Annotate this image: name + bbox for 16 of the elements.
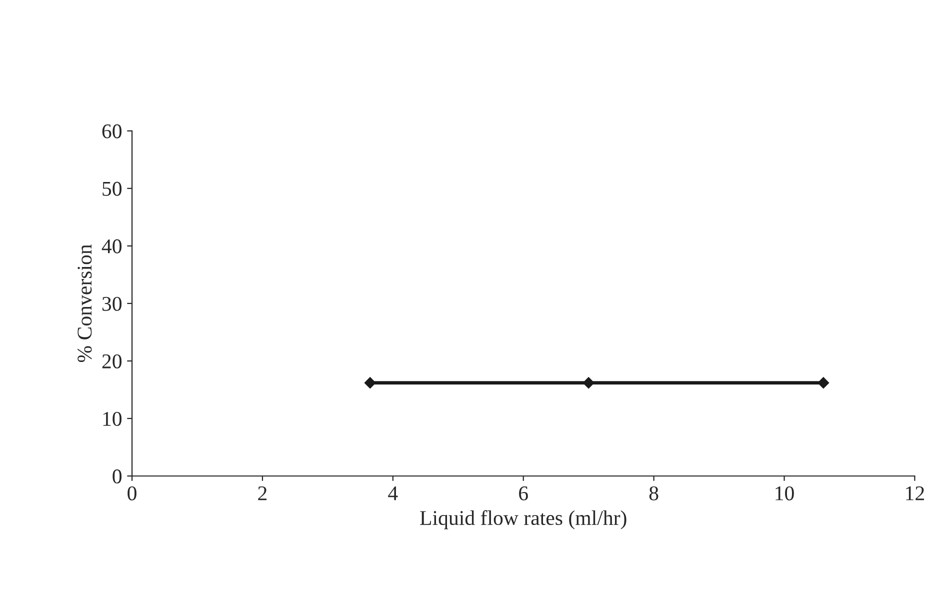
y-tick-label: 30: [102, 296, 122, 311]
x-tick-label: 8: [649, 486, 658, 500]
x-tick-label: 2: [258, 486, 267, 500]
y-tick-label: 50: [102, 182, 122, 196]
x-tick-label: 0: [128, 486, 136, 500]
y-axis-title: % Conversion: [78, 244, 92, 362]
x-tick-label: 10: [776, 486, 794, 500]
x-tick-label: 12: [906, 486, 924, 500]
x-axis-title: Liquid flow rates (ml/hr): [420, 510, 626, 530]
y-tick-label: 20: [102, 354, 122, 368]
y-tick-label: 60: [102, 124, 122, 138]
y-tick-label: 10: [103, 412, 122, 426]
x-tick-label: 6: [519, 486, 528, 500]
x-tick-label: 4: [388, 486, 398, 500]
y-tick-label: 0: [112, 469, 122, 484]
y-tick-label: 40: [102, 239, 122, 254]
